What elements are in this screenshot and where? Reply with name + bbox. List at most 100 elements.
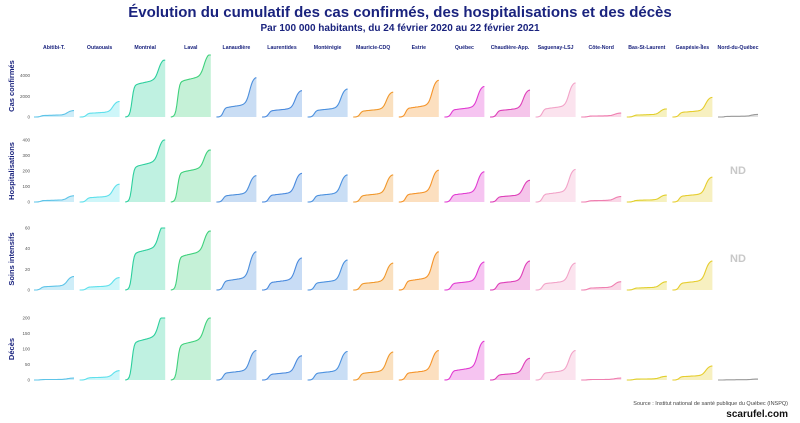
- y-tick-label: 50: [25, 362, 31, 367]
- series-line: [672, 260, 713, 291]
- area-fill: [262, 355, 302, 380]
- series-line: [672, 96, 713, 118]
- area-fill: [125, 228, 166, 290]
- area-fill: [626, 195, 667, 202]
- y-tick-label: 0: [27, 115, 30, 120]
- area-fill: [262, 90, 302, 117]
- area-fill: [672, 177, 713, 202]
- region-label: Nord-du-Québec: [718, 45, 759, 51]
- region-label: Outaouais: [87, 45, 112, 51]
- y-tick-label: 4000: [20, 73, 31, 78]
- series-line: [353, 174, 394, 203]
- series-line: [79, 277, 120, 291]
- y-tick-label: 0: [27, 288, 30, 293]
- area-fill: [79, 101, 120, 117]
- area-fill: [79, 277, 120, 290]
- series-line: [626, 375, 667, 381]
- area-fill: [581, 196, 622, 202]
- series-line: [718, 113, 758, 118]
- y-tick-label: 200: [22, 316, 30, 321]
- series-line: [353, 262, 394, 291]
- series-line: [307, 88, 348, 118]
- chart-title: Évolution du cumulatif des cas confirmés…: [128, 4, 672, 21]
- region-label: Montréal: [134, 45, 156, 51]
- series-line: [79, 100, 120, 118]
- series-line: [490, 260, 531, 291]
- y-tick-label: 0: [27, 200, 30, 205]
- series-line: [535, 168, 576, 203]
- series-line: [125, 139, 166, 203]
- series-line: [262, 355, 303, 381]
- area-fill: [444, 262, 485, 290]
- area-fill: [262, 173, 302, 202]
- series-line: [535, 82, 576, 118]
- area-fill: [125, 140, 166, 202]
- area-fill: [672, 366, 713, 380]
- series-line: [34, 195, 74, 203]
- y-tick-label: 2000: [20, 94, 31, 99]
- series-line: [444, 171, 485, 203]
- series-line: [307, 174, 348, 203]
- area-fill: [672, 261, 713, 290]
- series-line: [170, 149, 211, 203]
- series-line: [444, 340, 485, 381]
- series-line: [626, 108, 667, 118]
- y-tick-label: 60: [25, 226, 31, 231]
- series-line: [490, 179, 531, 203]
- region-label: Estrie: [412, 45, 427, 51]
- region-label: Côte-Nord: [589, 45, 614, 51]
- brand-label: scarufel.com: [726, 409, 788, 420]
- area-fill: [307, 174, 348, 202]
- series-line: [626, 194, 667, 203]
- area-fill: [34, 276, 74, 290]
- region-label: Mauricie-CDQ: [356, 45, 390, 51]
- series-line: [672, 365, 713, 381]
- row-label: Hospitalisations: [7, 142, 16, 200]
- region-label: Lanaudière: [223, 45, 251, 51]
- area-fill: [170, 318, 211, 380]
- area-fill: [34, 110, 74, 117]
- series-line: [581, 196, 622, 203]
- series-line: [307, 259, 348, 291]
- area-fill: [307, 89, 348, 117]
- row-label: Soins intensifs: [7, 232, 16, 285]
- region-label: Laval: [184, 45, 198, 51]
- series-line: [216, 77, 257, 118]
- area-fill: [398, 80, 439, 117]
- series-line: [262, 257, 303, 291]
- area-fill: [581, 281, 622, 290]
- area-fill: [444, 86, 485, 117]
- y-tick-label: 400: [22, 138, 30, 143]
- nd-label: ND: [730, 165, 746, 177]
- series-line: [353, 351, 394, 381]
- series-line: [307, 350, 348, 381]
- area-fill: [216, 175, 257, 202]
- series-line: [34, 276, 74, 291]
- source-note: Source : Institut national de santé publ…: [633, 401, 788, 407]
- area-fill: [353, 263, 394, 290]
- region-label: Chaudière-App.: [491, 45, 530, 51]
- region-label: Montérégie: [314, 45, 342, 51]
- area-fill: [216, 251, 257, 290]
- series-line: [490, 357, 531, 381]
- region-label: Saguenay-LSJ: [538, 45, 574, 51]
- series-line: [398, 169, 439, 203]
- area-fill: [535, 263, 576, 290]
- area-fill: [581, 113, 622, 117]
- area-fill: [490, 90, 530, 117]
- series-line: [718, 378, 758, 381]
- area-fill: [170, 150, 211, 202]
- series-line: [262, 90, 303, 118]
- region-label: Abitibi-T.: [43, 45, 65, 51]
- area-fill: [490, 261, 530, 290]
- region-label: Québec: [455, 45, 474, 51]
- region-label: Gaspésie-Îles: [676, 43, 710, 51]
- y-tick-label: 100: [22, 347, 30, 352]
- series-line: [125, 227, 166, 291]
- area-fill: [34, 195, 74, 202]
- y-tick-label: 200: [22, 169, 30, 174]
- series-line: [490, 89, 531, 118]
- y-tick-label: 150: [22, 331, 30, 336]
- series-line: [581, 281, 622, 291]
- area-fill: [170, 231, 211, 290]
